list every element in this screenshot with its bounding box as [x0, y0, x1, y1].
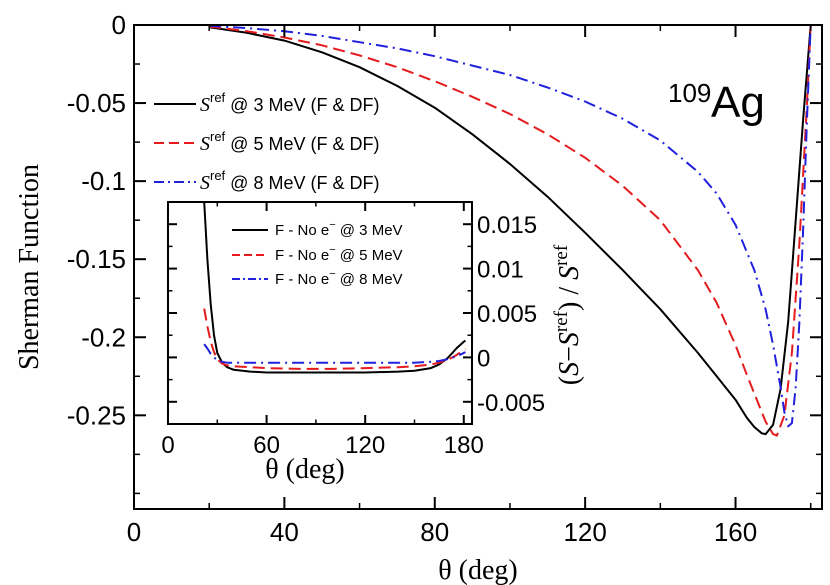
inset-series-3-line: [203, 343, 466, 364]
inset-x-tick-label-60: 60: [253, 432, 280, 459]
main-x-tick-label-120: 120: [563, 517, 606, 547]
inset-plot-frame: [167, 201, 473, 425]
main-y-tick-label-0: 0: [112, 10, 126, 40]
inset-x-tick-label-180: 180: [444, 432, 484, 459]
inset-legend-label-3mev: F - No e− @ 3 MeV: [275, 219, 403, 239]
isotope-mass-number: 109: [668, 78, 711, 108]
inset-y-tick-label-0-01: 0.01: [477, 257, 524, 284]
main-plot-frame: [133, 24, 823, 510]
inset-y-tick-label-0: 0: [477, 345, 490, 372]
inset-curves: [203, 202, 467, 374]
inset-legend-label-5mev: F - No e− @ 5 MeV: [275, 244, 403, 264]
main-x-tick-label-160: 160: [714, 517, 757, 547]
inset-legend: F - No e− @ 3 MeV F - No e− @ 5 MeV F - …: [232, 219, 403, 288]
inset-x-tick-label-0: 0: [161, 432, 174, 459]
inset-y-tick-label-0-005: -0.005: [477, 390, 545, 417]
main-y-tick-label-0-05: -0.05: [67, 88, 126, 118]
main-curves: [209, 25, 812, 437]
inset-series-2-line: [203, 308, 466, 370]
inset-legend-label-8mev: F - No e− @ 8 MeV: [275, 268, 403, 288]
main-x-tick-label-80: 80: [420, 517, 449, 547]
main-plot: 0 40 80 120 160 0 -0.05 -0.1 -0.15 -0.2 -0.25 θ (d…: [14, 10, 823, 585]
main-ticks: 0 40 80 120 160 0 -0.05 -0.1 -0.15 -0.2 -0.25: [67, 10, 822, 547]
main-y-tick-label-0-25: -0.25: [67, 400, 126, 430]
legend-label-8mev: Sref @ 8 MeV (F & DF): [200, 168, 379, 194]
legend-label-3mev: Sref @ 3 MeV (F & DF): [200, 90, 379, 116]
main-series-1-line: [209, 25, 812, 436]
main-x-axis-title: θ (deg): [438, 555, 518, 585]
isotope-element-symbol: Ag: [711, 78, 765, 127]
inset-x-axis-title: θ (deg): [265, 454, 345, 485]
inset-x-tick-label-120: 120: [345, 432, 385, 459]
main-y-tick-label-0-1: -0.1: [81, 166, 126, 196]
main-x-tick-label-0: 0: [127, 517, 141, 547]
inset-y-tick-label-0-005: 0.005: [477, 301, 537, 328]
main-y-tick-label-0-2: -0.2: [81, 322, 126, 352]
main-y-axis-title: Sherman Function: [14, 164, 45, 370]
inset-y-tick-label-0-015: 0.015: [477, 212, 537, 239]
main-x-tick-label-40: 40: [270, 517, 299, 547]
main-y-tick-label-0-15: -0.15: [67, 244, 126, 274]
main-series-2-line: [209, 25, 812, 437]
main-series-3-line: [209, 25, 812, 428]
inset-series-1-line: [203, 202, 467, 374]
legend-label-5mev: Sref @ 5 MeV (F & DF): [200, 129, 379, 155]
inset-y-axis-title: (S−Sref) / Sref: [551, 244, 585, 385]
inset-background: [168, 202, 472, 424]
main-legend: Sref @ 3 MeV (F & DF) Sref @ 5 MeV (F & …: [154, 90, 379, 194]
inset-plot: 0 60 120 180 0.015 0.01 0.005 0 -0.005 θ (deg) (…: [161, 201, 585, 485]
